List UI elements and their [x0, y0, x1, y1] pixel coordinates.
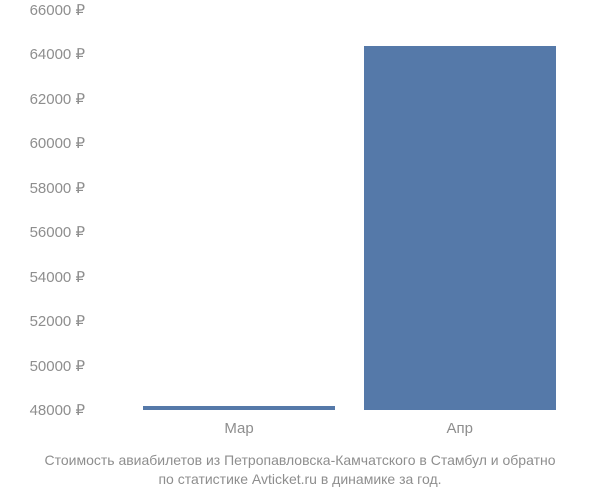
y-tick-label: 56000 ₽ — [30, 223, 85, 241]
x-axis: Мар Апр — [95, 415, 575, 445]
y-tick-label: 50000 ₽ — [30, 357, 85, 375]
y-tick-label: 66000 ₽ — [30, 1, 85, 19]
x-tick-label: Апр — [447, 420, 473, 437]
plot-area — [95, 10, 575, 410]
caption-line-2: по статистике Avticket.ru в динамике за … — [10, 470, 590, 490]
price-chart: 66000 ₽ 64000 ₽ 62000 ₽ 60000 ₽ 58000 ₽ 56000… — [0, 0, 600, 500]
caption-line-1: Стоимость авиабилетов из Петропавловска-… — [10, 451, 590, 471]
y-tick-label: 64000 ₽ — [30, 45, 85, 63]
y-tick-label: 52000 ₽ — [30, 312, 85, 330]
y-tick-label: 58000 ₽ — [30, 179, 85, 197]
chart-caption: Стоимость авиабилетов из Петропавловска-… — [0, 451, 600, 490]
y-tick-label: 48000 ₽ — [30, 401, 85, 419]
y-tick-label: 60000 ₽ — [30, 134, 85, 152]
y-tick-label: 62000 ₽ — [30, 90, 85, 108]
bar — [364, 46, 556, 410]
x-tick-label: Мар — [224, 420, 253, 437]
y-tick-label: 54000 ₽ — [30, 268, 85, 286]
y-axis: 66000 ₽64000 ₽62000 ₽60000 ₽58000 ₽56000… — [0, 10, 90, 410]
bar — [143, 406, 335, 410]
